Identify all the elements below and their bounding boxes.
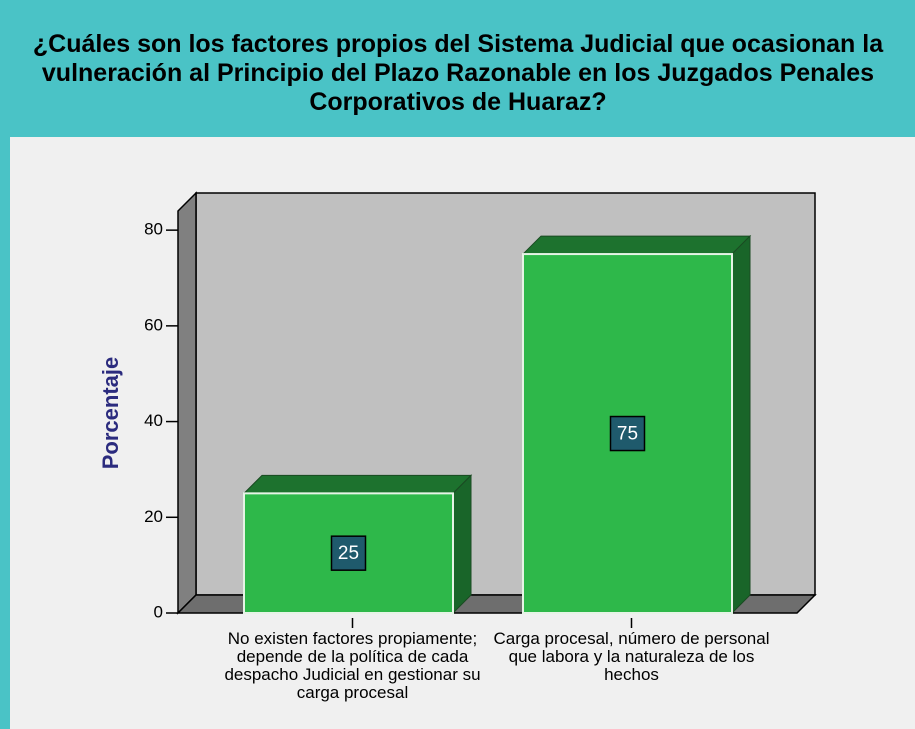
bar-top xyxy=(521,235,752,255)
y-tick-label: 60 xyxy=(144,315,163,334)
x-tick-label: Carga procesal, número de personal que l… xyxy=(493,630,770,684)
bar-top xyxy=(242,474,473,494)
side-wall xyxy=(177,191,197,615)
x-tick-label: No existen factores propiamente; depende… xyxy=(224,630,481,702)
bar-side xyxy=(452,474,472,615)
y-tick-label: 80 xyxy=(144,220,163,239)
y-axis-label: Porcentaje xyxy=(98,357,123,470)
y-tick-label: 40 xyxy=(144,411,163,430)
value-label-box xyxy=(609,415,646,452)
bar-side xyxy=(731,234,751,615)
bar xyxy=(521,234,752,615)
chart-title: ¿Cuáles son los factores propios del Sis… xyxy=(32,30,884,116)
y-tick-label: 0 xyxy=(154,602,163,621)
value-label-box xyxy=(330,535,367,571)
bar-front xyxy=(522,253,733,614)
bar xyxy=(242,474,473,615)
y-tick-label: 20 xyxy=(144,507,163,526)
value-label: 25 xyxy=(338,543,359,564)
value-label: 75 xyxy=(617,424,638,445)
